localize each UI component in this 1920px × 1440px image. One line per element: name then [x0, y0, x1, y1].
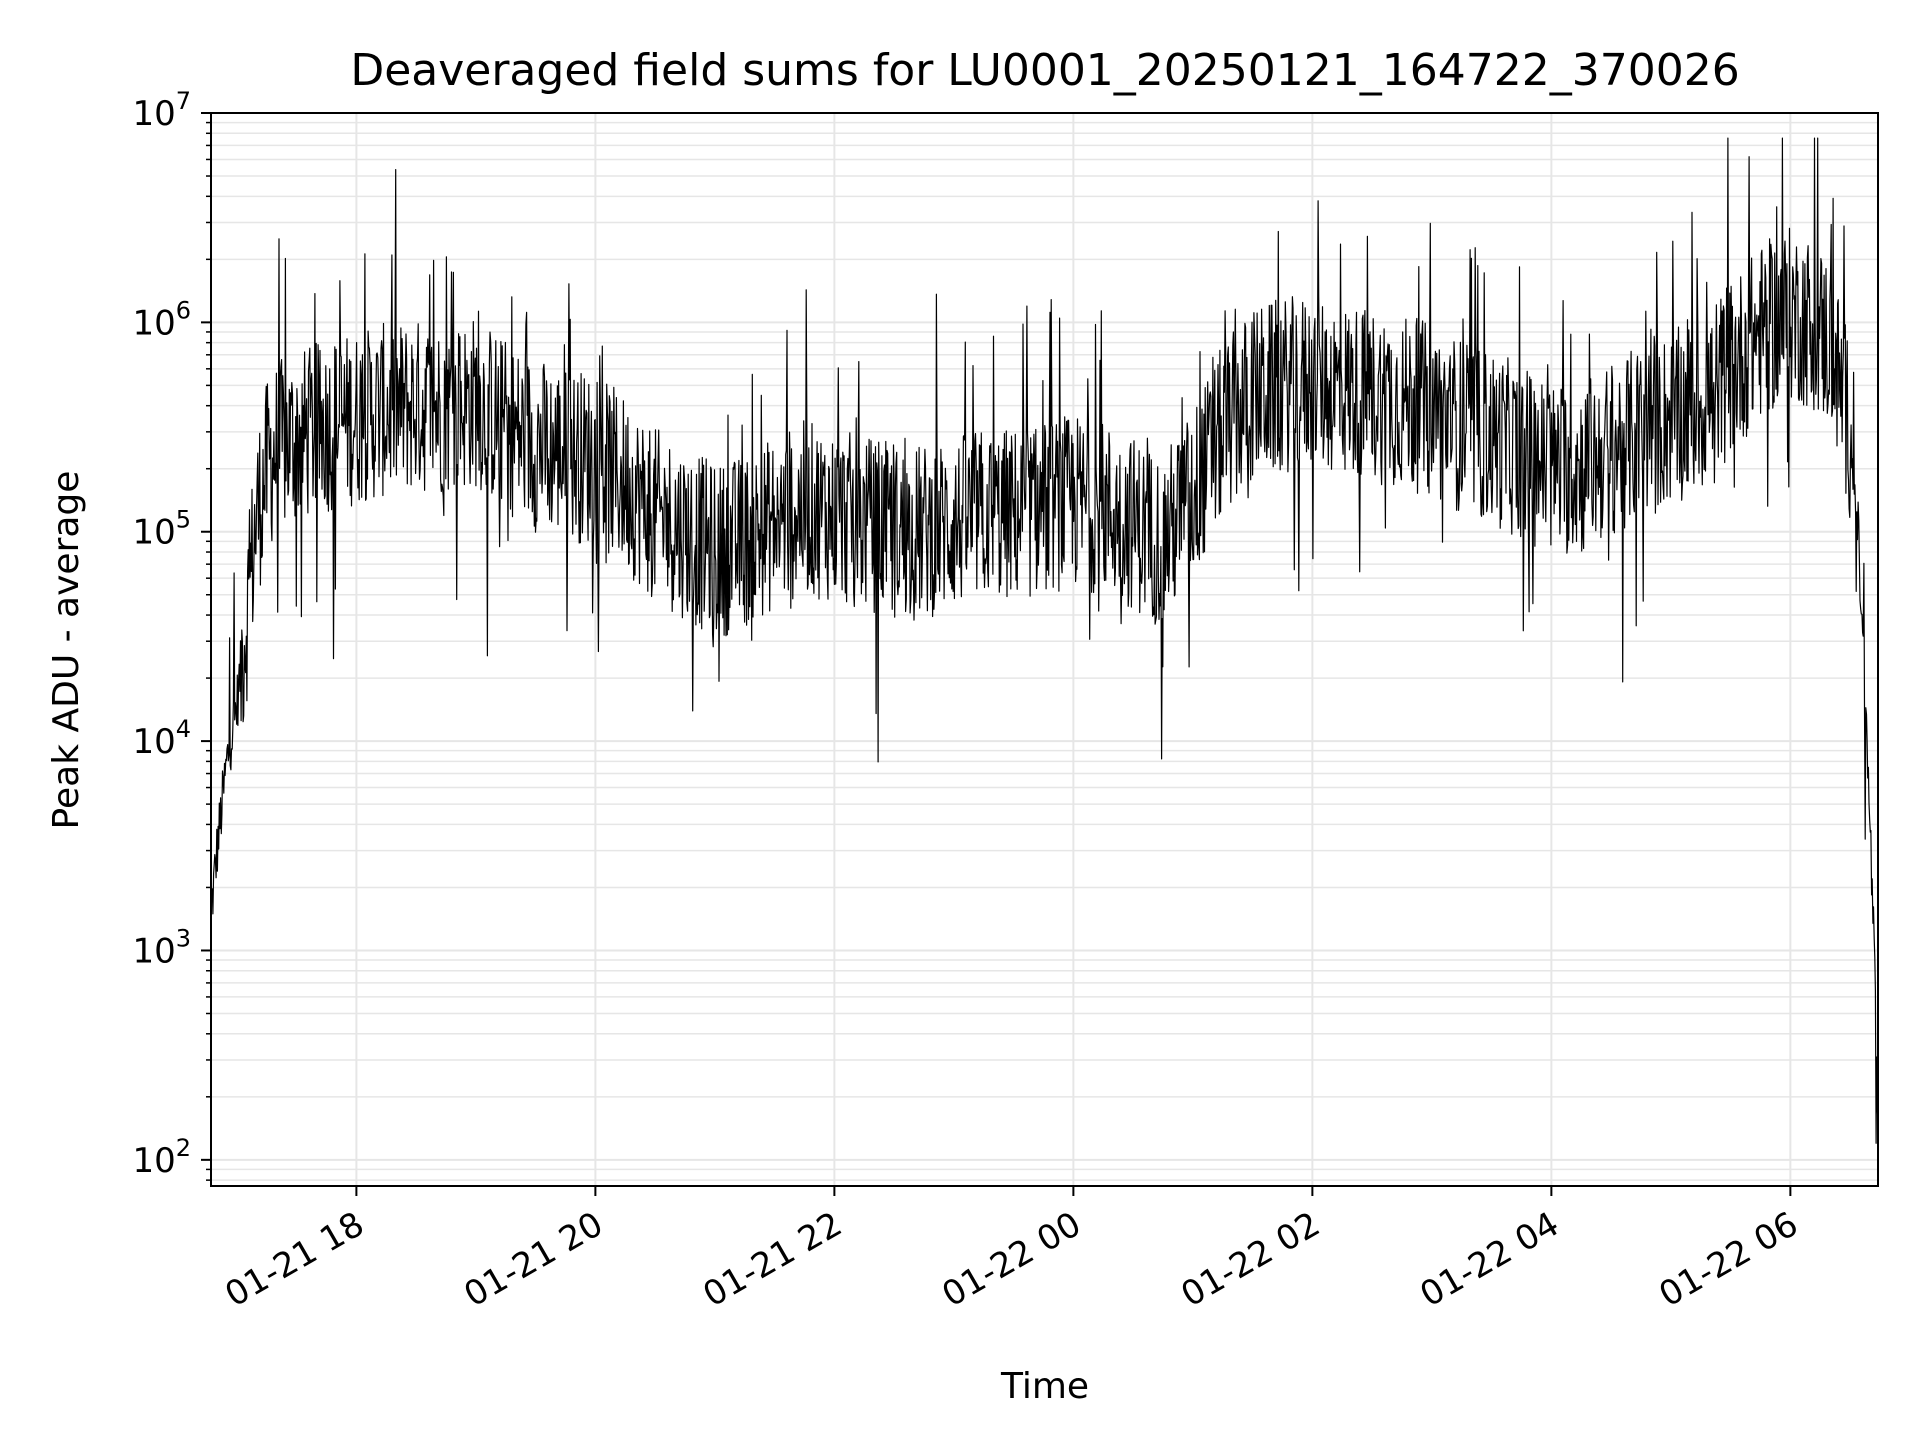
x-tick-label: 01-22 02 [1174, 1204, 1326, 1315]
y-tick-label: 105 [132, 506, 191, 553]
plot-frame [210, 112, 1879, 1187]
y-tick-label: 106 [132, 296, 191, 343]
x-axis-label: Time [1000, 1366, 1089, 1407]
x-tick-label: 01-22 00 [935, 1204, 1087, 1315]
series-line [210, 137, 1879, 1144]
y-axis-label: Peak ADU - average [46, 471, 87, 830]
grid-lines [211, 112, 1878, 1186]
y-tick-label: 104 [132, 715, 191, 762]
y-tick-label: 107 [132, 87, 191, 134]
x-tick-label: 01-22 06 [1652, 1204, 1804, 1315]
y-tick-label: 103 [132, 924, 191, 971]
data-series [210, 137, 1879, 1144]
x-tick-label: 01-21 18 [218, 1204, 370, 1315]
x-tick-label: 01-21 22 [696, 1204, 848, 1315]
x-axis-ticks: 01-21 18 01-21 20 01-21 22 01-22 00 01-22 02… [218, 1186, 1805, 1315]
y-tick-label: 102 [132, 1134, 191, 1181]
x-tick-label: 01-22 04 [1413, 1204, 1565, 1315]
x-tick-label: 01-21 20 [457, 1204, 609, 1315]
chart-title: Deaveraged field sums for LU0001_2025012… [350, 45, 1739, 96]
y-axis-ticks: 102 103 104 105 106 107 [132, 87, 211, 1181]
